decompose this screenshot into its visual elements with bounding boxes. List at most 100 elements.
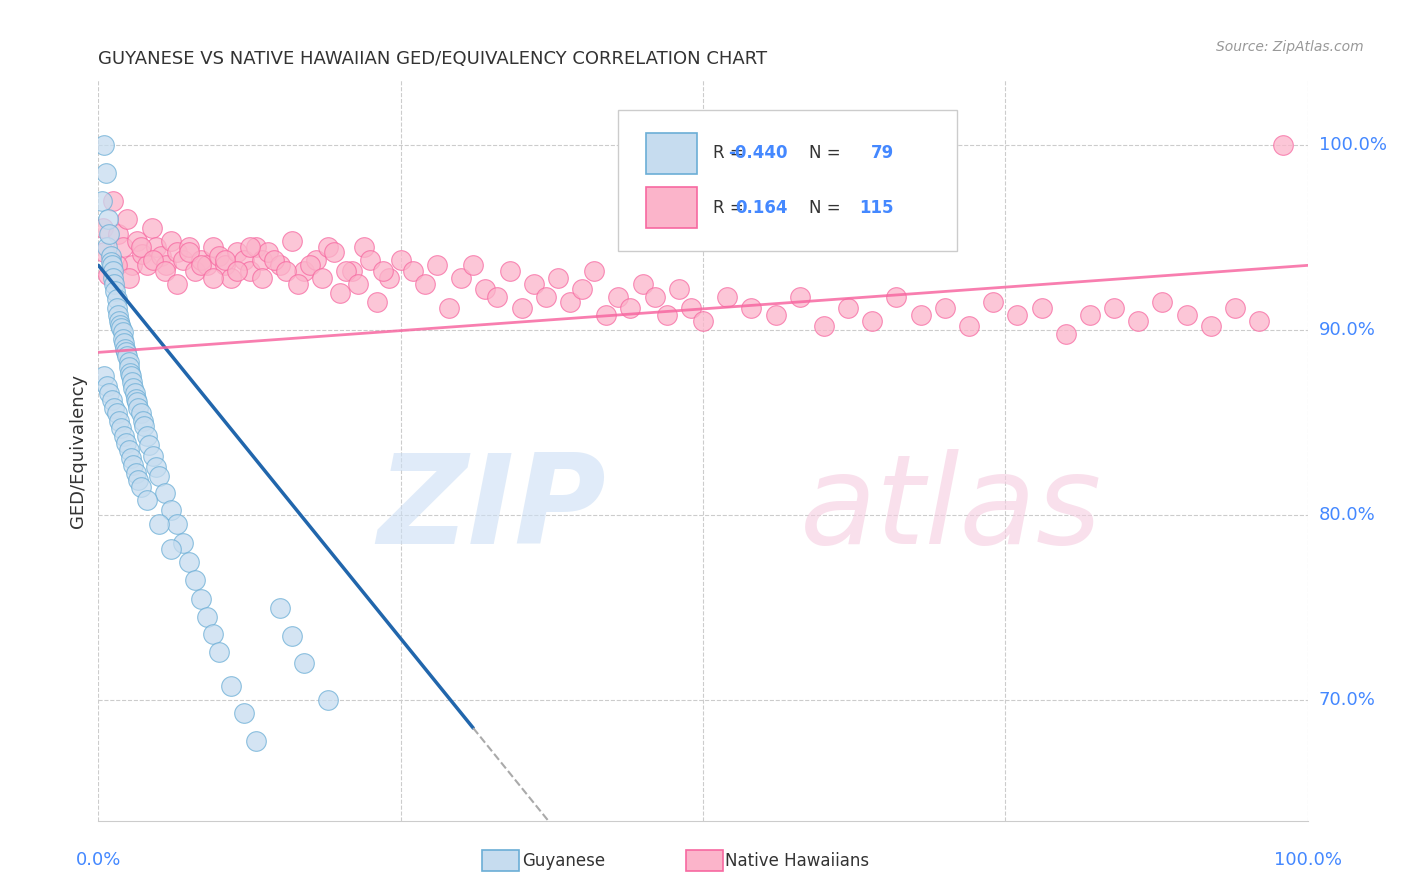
FancyBboxPatch shape	[619, 110, 957, 251]
Point	[250, 252, 273, 267]
Point	[120, 450, 142, 465]
Point	[910, 309, 932, 323]
Point	[281, 235, 304, 249]
Point	[117, 349, 139, 363]
Point	[131, 247, 153, 261]
Point	[142, 252, 165, 267]
Text: R =: R =	[713, 144, 748, 161]
Point	[93, 138, 115, 153]
Point	[115, 436, 138, 450]
Point	[190, 252, 212, 267]
Point	[125, 392, 148, 406]
Point	[108, 414, 131, 428]
Point	[274, 264, 297, 278]
Point	[371, 264, 394, 278]
Point	[118, 271, 141, 285]
Point	[127, 473, 149, 487]
Point	[111, 325, 134, 339]
Text: atlas: atlas	[800, 450, 1102, 570]
Text: 70.0%: 70.0%	[1319, 691, 1375, 709]
Point	[105, 258, 128, 272]
Point	[1031, 301, 1053, 315]
Point	[112, 428, 135, 442]
Point	[114, 342, 136, 356]
Point	[148, 517, 170, 532]
Point	[96, 378, 118, 392]
Point	[141, 221, 163, 235]
Point	[583, 264, 606, 278]
Point	[655, 309, 678, 323]
Point	[127, 401, 149, 415]
Point	[101, 194, 124, 208]
Point	[202, 240, 225, 254]
Point	[190, 591, 212, 606]
Point	[135, 258, 157, 272]
Point	[160, 502, 183, 516]
Point	[166, 277, 188, 291]
Point	[101, 264, 124, 278]
Point	[510, 301, 533, 315]
Point	[347, 277, 370, 291]
Point	[232, 252, 254, 267]
Point	[93, 369, 115, 384]
Point	[232, 706, 254, 721]
Text: N =: N =	[810, 199, 846, 217]
Point	[329, 286, 352, 301]
Point	[292, 264, 315, 278]
Point	[112, 336, 135, 351]
Point	[239, 264, 262, 278]
Point	[107, 227, 129, 241]
Point	[103, 401, 125, 415]
Point	[353, 240, 375, 254]
Point	[668, 282, 690, 296]
Point	[195, 258, 218, 272]
FancyBboxPatch shape	[647, 133, 697, 174]
Y-axis label: GED/Equivalency: GED/Equivalency	[69, 374, 87, 527]
Point	[269, 600, 291, 615]
Point	[644, 290, 666, 304]
Point	[692, 314, 714, 328]
Text: Source: ZipAtlas.com: Source: ZipAtlas.com	[1216, 40, 1364, 54]
Point	[160, 541, 183, 556]
Text: R =: R =	[713, 199, 748, 217]
Point	[166, 245, 188, 260]
Point	[121, 375, 143, 389]
Point	[142, 449, 165, 463]
Point	[245, 240, 267, 254]
Point	[103, 277, 125, 291]
Point	[166, 517, 188, 532]
Point	[607, 290, 630, 304]
Point	[886, 290, 908, 304]
Point	[155, 258, 177, 272]
Point	[789, 290, 811, 304]
Point	[108, 314, 131, 328]
Point	[323, 245, 346, 260]
Text: 0.164: 0.164	[735, 199, 787, 217]
Point	[377, 271, 399, 285]
Point	[631, 277, 654, 291]
Point	[250, 271, 273, 285]
Point	[110, 421, 132, 435]
Point	[837, 301, 859, 315]
Point	[437, 301, 460, 315]
Point	[226, 245, 249, 260]
Point	[547, 271, 569, 285]
Point	[1054, 326, 1077, 341]
Point	[316, 240, 339, 254]
Point	[122, 380, 145, 394]
Point	[360, 252, 382, 267]
Point	[195, 610, 218, 624]
Point	[100, 249, 122, 263]
Point	[765, 309, 787, 323]
Point	[474, 282, 496, 296]
Text: N =: N =	[810, 144, 846, 161]
FancyBboxPatch shape	[647, 187, 697, 228]
Point	[740, 301, 762, 315]
Point	[1102, 301, 1125, 315]
Point	[413, 277, 436, 291]
Point	[148, 469, 170, 483]
Point	[1223, 301, 1246, 315]
Point	[1007, 309, 1029, 323]
Point	[1249, 314, 1271, 328]
Point	[150, 249, 173, 263]
